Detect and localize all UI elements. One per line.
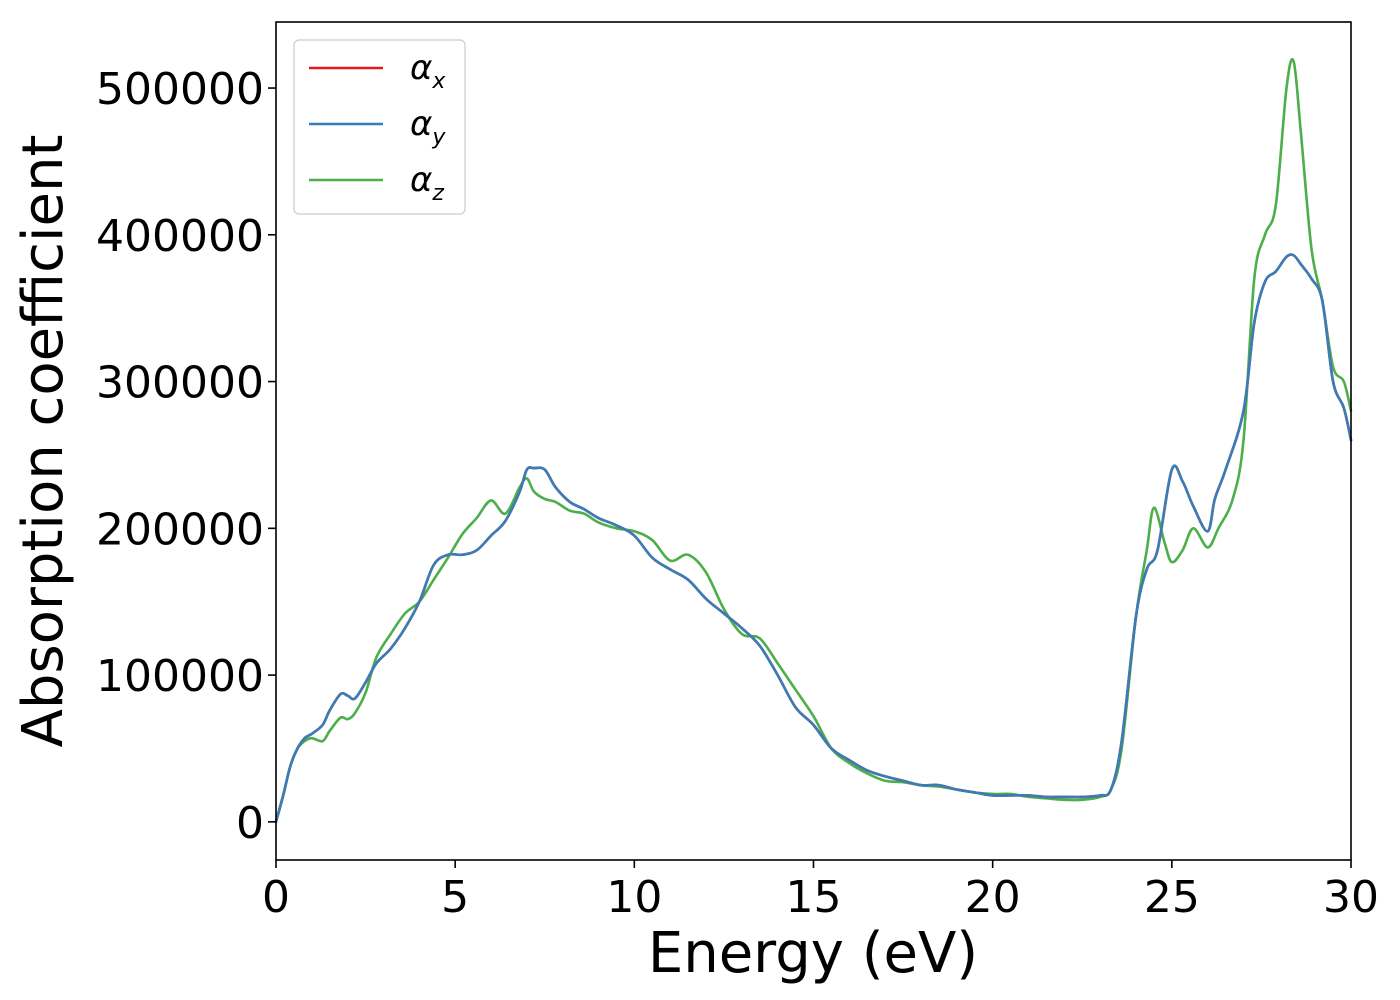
x-tick-label: 20 [965,872,1021,923]
y-tick-label: 0 [236,798,264,849]
x-tick-label: 5 [441,872,469,923]
legend-box [293,39,466,215]
y-axis-title: Absorption coefficient [11,135,76,748]
x-tick-label: 25 [1144,872,1200,923]
series-layer [274,57,1353,824]
y-tick-label: 400000 [96,211,264,262]
x-tick-label: 0 [262,872,290,923]
y-tick-label: 300000 [96,358,264,409]
y-tick-label: 500000 [96,64,264,115]
y-tick-label: 200000 [96,504,264,555]
x-tick-label: 10 [606,872,662,923]
x-axis-title: Energy (eV) [648,921,978,986]
x-tick-label: 30 [1323,872,1379,923]
series-line-alpha-z [274,57,1353,824]
y-axis-ticks: 0 100000 200000 300000 400000 500000 [96,64,276,849]
series-line-alpha-x [274,253,1353,824]
x-axis-ticks: 0 5 10 15 20 25 30 [262,860,1379,923]
series-line-alpha-y [274,253,1353,824]
y-tick-label: 100000 [96,651,264,702]
x-tick-label: 15 [786,872,842,923]
